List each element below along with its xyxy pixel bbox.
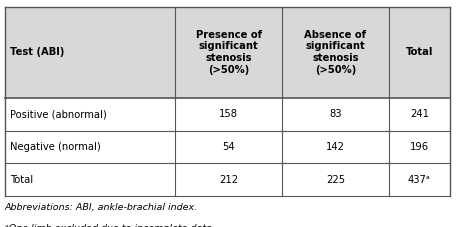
Text: 212: 212 — [219, 175, 238, 185]
Text: 83: 83 — [329, 109, 342, 119]
Text: Total: Total — [10, 175, 34, 185]
Text: Abbreviations: ABI, ankle-brachial index.: Abbreviations: ABI, ankle-brachial index… — [5, 203, 198, 212]
Text: 158: 158 — [219, 109, 238, 119]
Text: 437ᵃ: 437ᵃ — [408, 175, 431, 185]
Bar — [5, 131, 450, 163]
Text: 241: 241 — [410, 109, 429, 119]
Text: 196: 196 — [410, 142, 429, 152]
Text: Absence of
significant
stenosis
(>50%): Absence of significant stenosis (>50%) — [304, 30, 366, 75]
Text: 225: 225 — [326, 175, 345, 185]
Text: ᵃOne limb excluded due to incomplete data.: ᵃOne limb excluded due to incomplete dat… — [5, 224, 215, 227]
Bar — [5, 7, 450, 98]
Text: Positive (abnormal): Positive (abnormal) — [10, 109, 107, 119]
Text: 142: 142 — [326, 142, 345, 152]
Text: Presence of
significant
stenosis
(>50%): Presence of significant stenosis (>50%) — [196, 30, 262, 75]
Text: Negative (normal): Negative (normal) — [10, 142, 101, 152]
Bar — [5, 163, 450, 196]
Text: 54: 54 — [222, 142, 235, 152]
Bar — [5, 98, 450, 131]
Text: Test (ABI): Test (ABI) — [10, 47, 65, 57]
Text: Total: Total — [406, 47, 433, 57]
